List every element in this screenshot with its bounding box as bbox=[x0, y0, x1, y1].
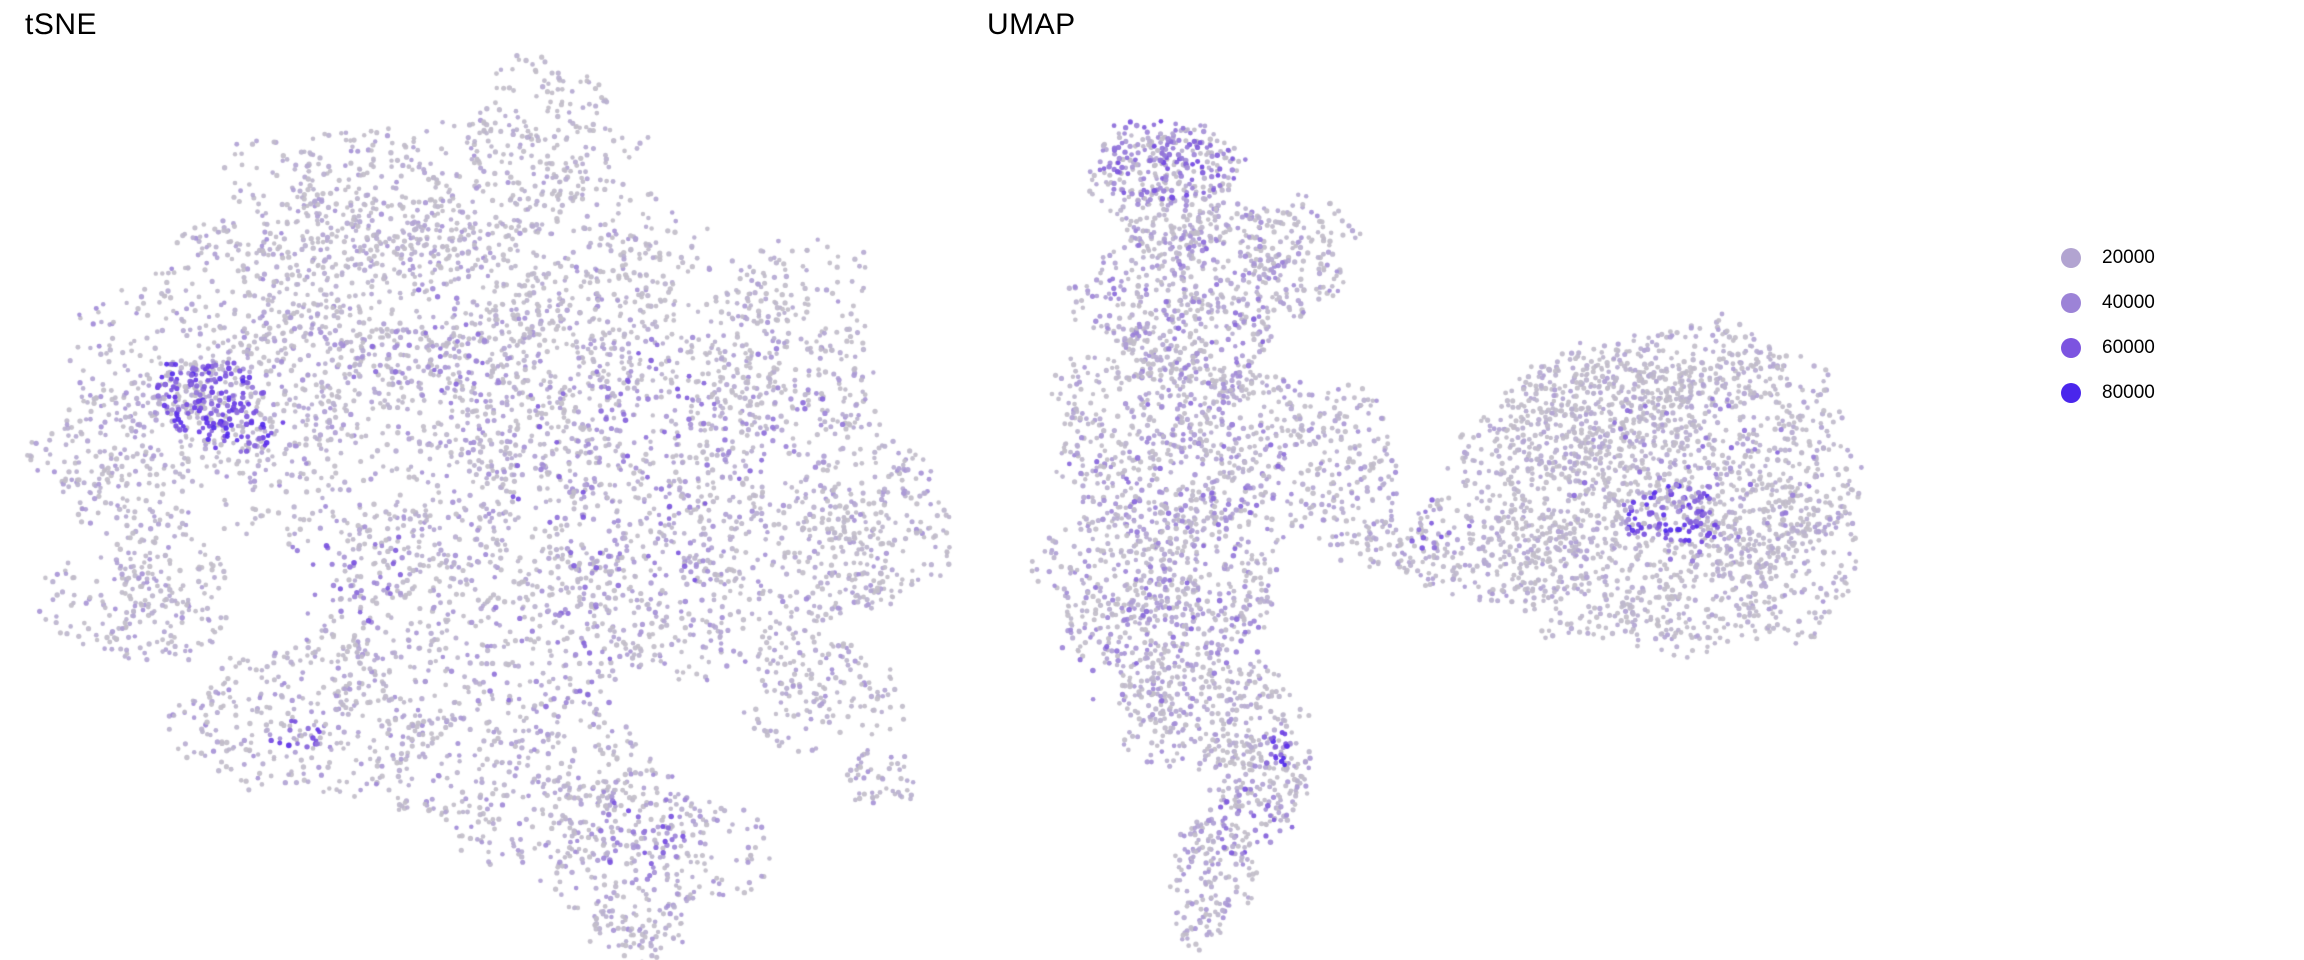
color-legend: 20000 40000 60000 80000 bbox=[2052, 235, 2155, 415]
legend-item-label: 40000 bbox=[2102, 291, 2155, 313]
legend-item-label: 60000 bbox=[2102, 336, 2155, 358]
legend-item: 20000 bbox=[2052, 235, 2155, 280]
legend-dot-icon bbox=[2061, 247, 2081, 268]
umap-plot-title: UMAP bbox=[987, 8, 1076, 41]
tsne-plot-title: tSNE bbox=[25, 8, 98, 41]
legend-dot-icon bbox=[2061, 382, 2081, 403]
legend-item-label: 20000 bbox=[2102, 246, 2155, 268]
legend-item: 80000 bbox=[2052, 370, 2155, 415]
legend-item-label: 80000 bbox=[2102, 381, 2155, 403]
legend-item: 60000 bbox=[2052, 325, 2155, 370]
legend-item: 40000 bbox=[2052, 280, 2155, 325]
legend-dot-icon bbox=[2061, 292, 2081, 313]
legend-dot-icon bbox=[2061, 337, 2081, 358]
